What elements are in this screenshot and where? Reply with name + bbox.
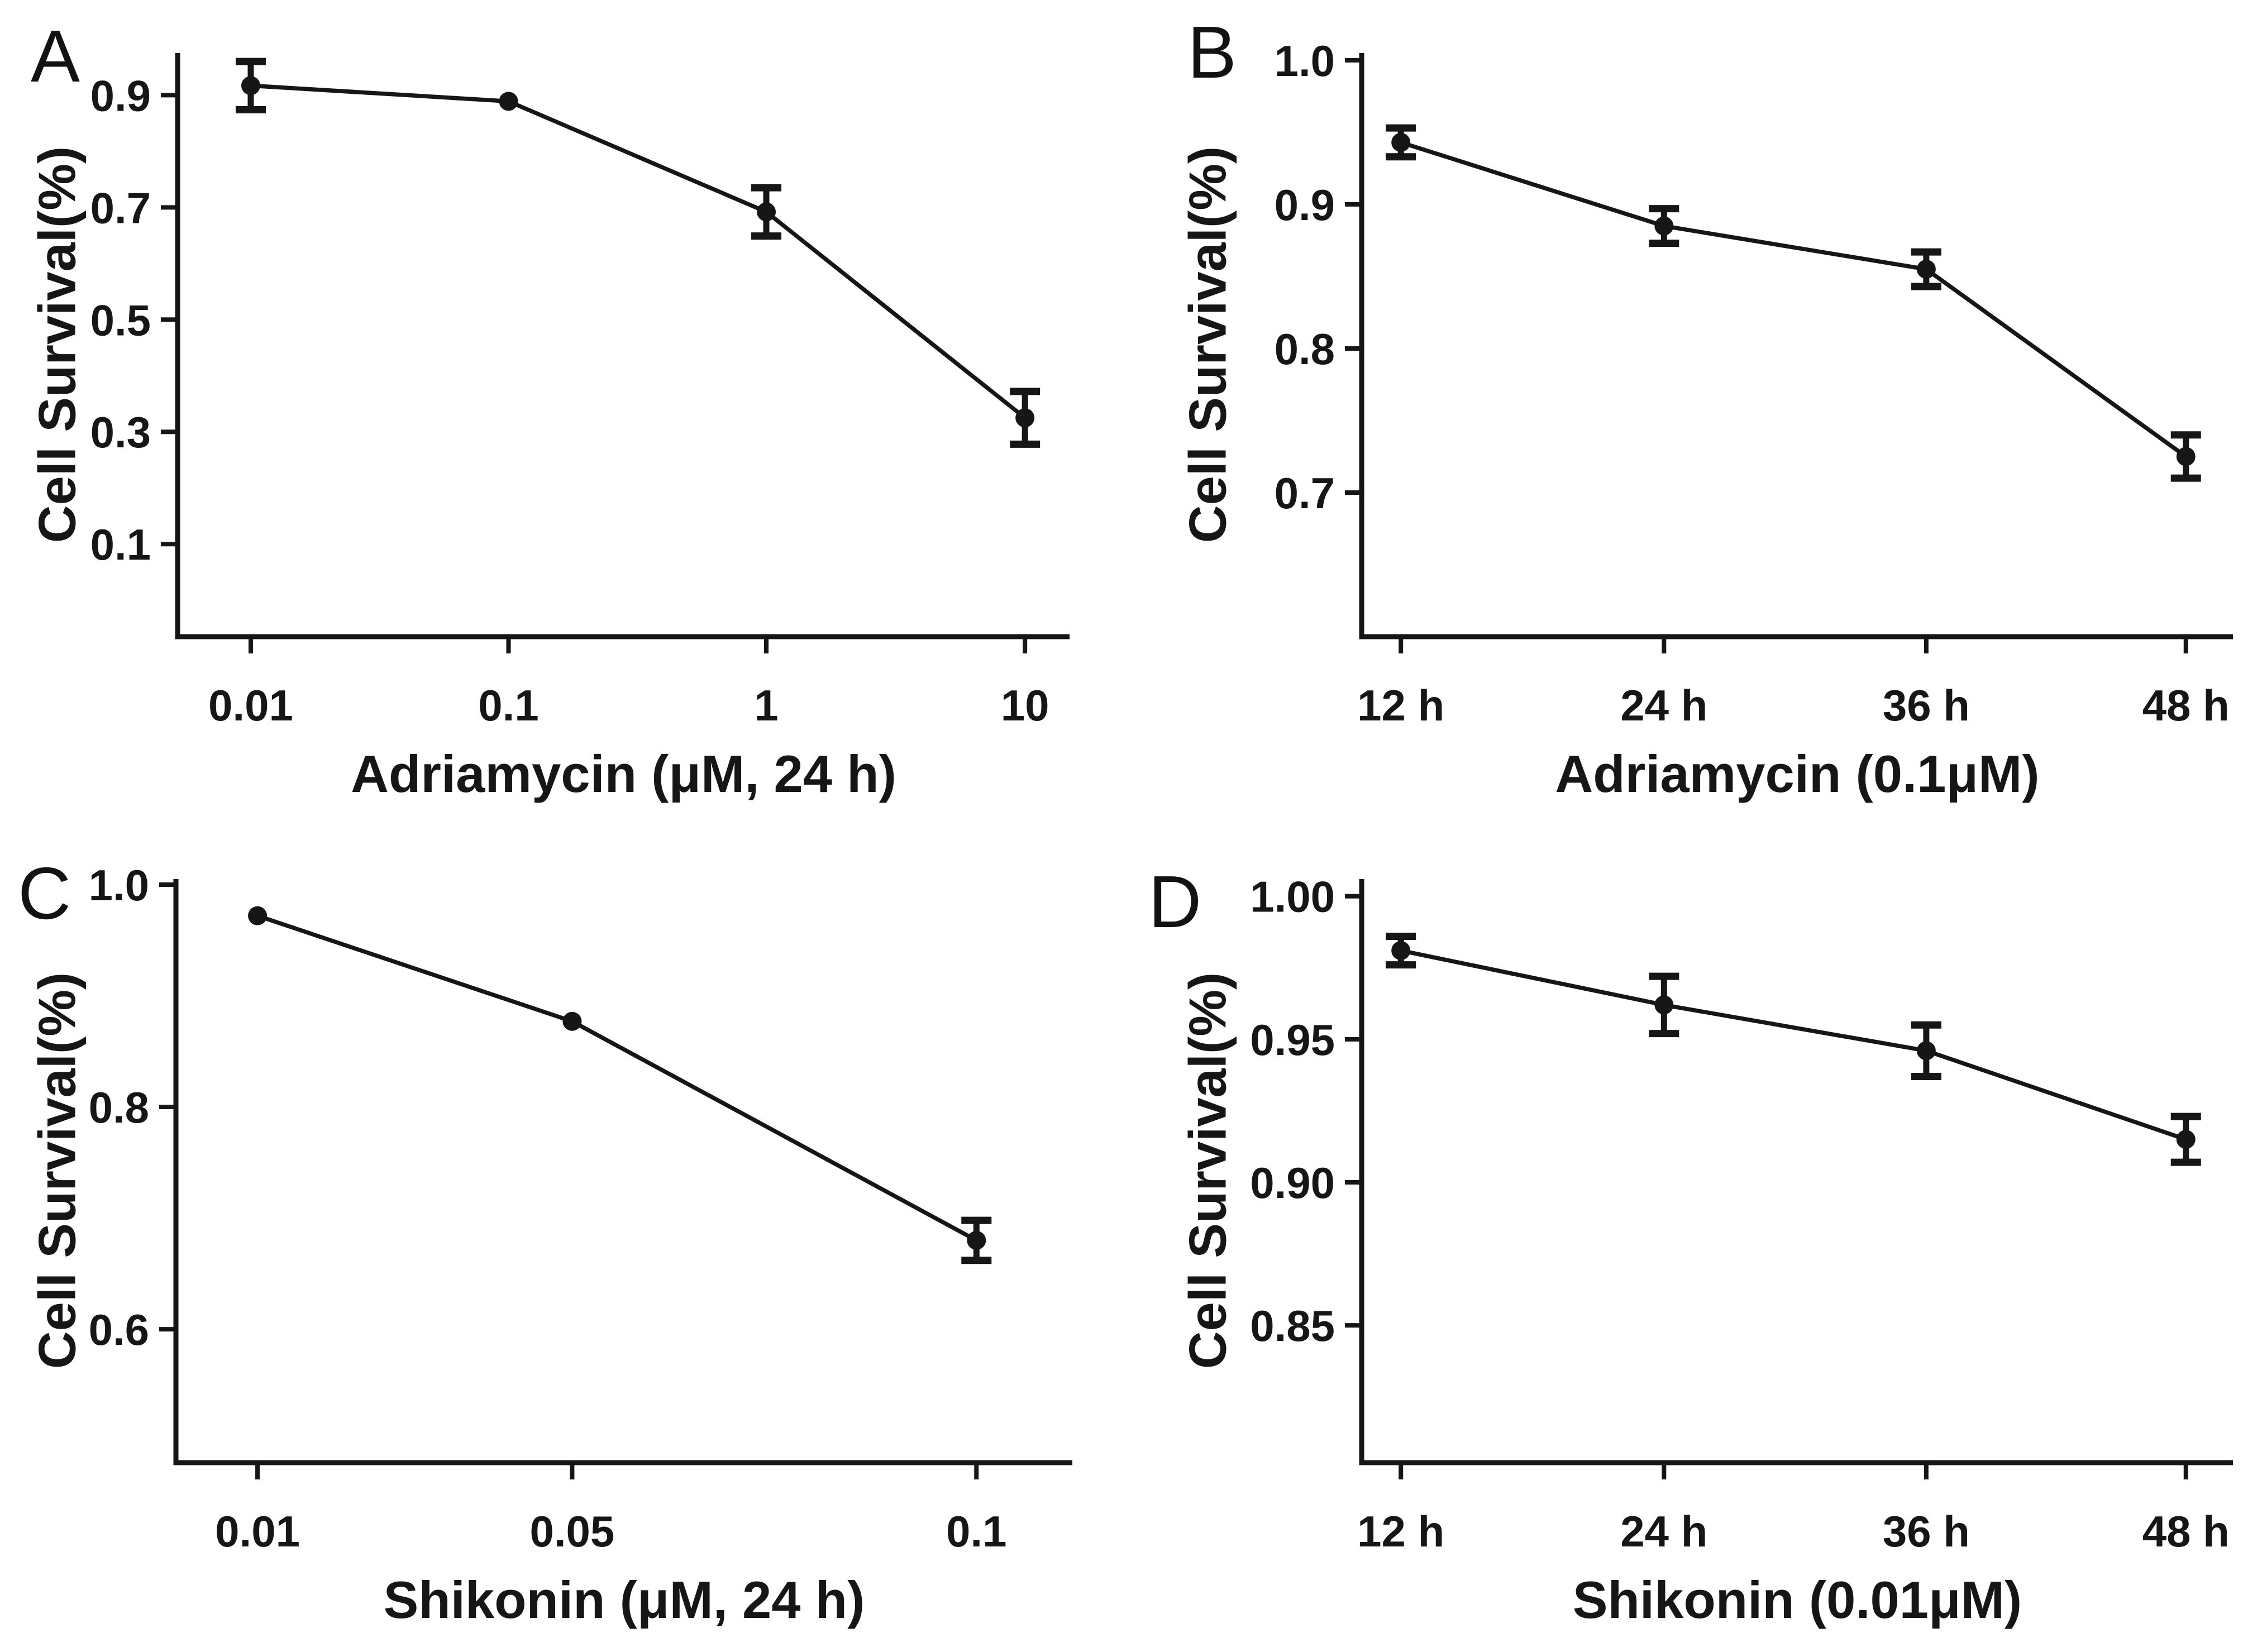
y-tick-label: 0.90 — [1250, 1158, 1335, 1207]
data-line — [1400, 948, 2187, 1142]
data-point — [1916, 1041, 1936, 1061]
y-tick-label: 0.1 — [90, 520, 151, 569]
panel-c: C Cell Survival(%) 1.0 0.8 0.6 0.01 0.05 0.1 … — [0, 826, 1122, 1652]
x-tick-label: 10 — [1001, 681, 1049, 730]
x-axis-title: Shikonin (μM, 24 h) — [383, 1570, 865, 1629]
x-tick-label: 0.1 — [946, 1507, 1006, 1556]
panel-a-plot: 0.9 0.7 0.5 0.3 0.1 0.01 0.1 1 10 — [90, 53, 1070, 730]
axis-lines — [173, 879, 1072, 1465]
x-tick-label: 36 h — [1883, 1507, 1970, 1556]
y-tick-label: 0.3 — [90, 408, 151, 457]
y-tick-label: 1.00 — [1250, 872, 1335, 922]
x-tick-label: 0.01 — [215, 1507, 300, 1556]
panel-letter-d: D — [1148, 861, 1202, 943]
panel-d-plot: 1.00 0.95 0.90 0.85 12 h 24 h 36 h 48 h — [1250, 872, 2233, 1556]
x-tick-label: 48 h — [2142, 681, 2230, 730]
data-line — [250, 83, 1027, 420]
data-point — [248, 906, 268, 925]
x-tick-label: 12 h — [1357, 681, 1444, 730]
y-tick-label: 1.0 — [89, 861, 149, 910]
x-axis-title: Adriamycin (μM, 24 h) — [351, 744, 896, 803]
y-tick-label: 0.6 — [89, 1305, 149, 1354]
panel-letter-b: B — [1187, 11, 1237, 93]
y-tick-label: 0.5 — [90, 295, 151, 345]
data-line — [1400, 140, 2187, 459]
x-tick-label: 0.01 — [208, 681, 293, 730]
y-tick-label: 0.9 — [1275, 180, 1335, 230]
data-point — [2176, 1130, 2196, 1149]
data-point — [1654, 216, 1674, 236]
panel-b-plot: 1.0 0.9 0.8 0.7 12 h 24 h 36 h 48 h — [1275, 36, 2233, 730]
data-point — [499, 92, 518, 111]
x-tick-label: 48 h — [2142, 1507, 2230, 1556]
y-tick-label: 0.8 — [1275, 324, 1335, 374]
y-tick-label: 0.85 — [1250, 1301, 1335, 1350]
data-line — [256, 914, 978, 1243]
axis-lines — [1359, 879, 2233, 1465]
x-tick-label: 12 h — [1357, 1507, 1444, 1556]
x-axis-title: Shikonin (0.01μM) — [1572, 1570, 2022, 1629]
panel-letter-a: A — [31, 15, 80, 97]
y-tick-label: 0.9 — [90, 71, 151, 120]
data-point — [1916, 260, 1936, 279]
y-tick-label: 0.8 — [89, 1083, 149, 1132]
x-tick-label: 1 — [754, 681, 778, 730]
x-tick-label: 24 h — [1620, 1507, 1707, 1556]
y-tick-label: 0.7 — [90, 183, 151, 232]
x-tick-label: 24 h — [1620, 681, 1707, 730]
data-point — [1654, 995, 1674, 1015]
x-axis-title: Adriamycin (0.1μM) — [1555, 744, 2040, 803]
data-point — [1015, 408, 1035, 428]
axis-lines — [1359, 53, 2233, 639]
data-point — [562, 1011, 582, 1031]
x-tick-label: 0.1 — [478, 681, 538, 730]
y-tick-label: 0.7 — [1275, 469, 1335, 518]
data-point — [1391, 132, 1411, 152]
data-point — [967, 1230, 986, 1250]
x-tick-label: 36 h — [1883, 681, 1970, 730]
y-tick-label: 0.95 — [1250, 1015, 1335, 1064]
data-point — [757, 202, 776, 222]
panel-a: A Cell Survival(%) 0.9 0.7 0.5 0.3 0.1 0.01 0.… — [0, 0, 1122, 826]
x-tick-label: 0.05 — [530, 1507, 615, 1556]
data-point — [241, 76, 260, 96]
panel-letter-c: C — [18, 852, 71, 934]
data-point — [1391, 941, 1411, 961]
panel-c-plot: 1.0 0.8 0.6 0.01 0.05 0.1 — [89, 861, 1072, 1556]
data-point — [2176, 447, 2196, 466]
axis-lines — [175, 53, 1070, 639]
y-tick-label: 1.0 — [1275, 36, 1335, 85]
